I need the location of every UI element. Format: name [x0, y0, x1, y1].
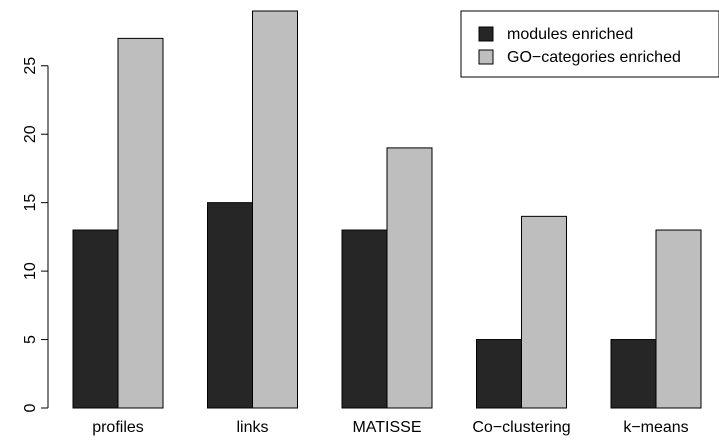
bar — [476, 339, 522, 409]
category-label: Co−clustering — [472, 419, 570, 436]
bar — [386, 147, 433, 409]
y-tick-label: 25 — [22, 57, 39, 75]
y-tick-label: 15 — [22, 194, 39, 212]
legend-swatch — [478, 49, 494, 65]
y-tick-label: 20 — [22, 125, 39, 143]
category-label: links — [236, 419, 268, 436]
bar — [72, 229, 119, 409]
legend-box — [460, 10, 719, 78]
bar — [341, 229, 388, 409]
category-label: k−means — [623, 419, 688, 436]
bar — [610, 339, 657, 409]
bar — [117, 37, 164, 409]
bar — [252, 10, 298, 409]
legend-label: modules enriched — [507, 26, 633, 43]
legend-label: GO−categories enriched — [507, 49, 681, 66]
y-tick-label: 5 — [22, 335, 39, 344]
category-label: MATISSE — [352, 419, 421, 436]
bar — [655, 229, 702, 409]
legend-swatch — [478, 26, 494, 42]
y-tick-label: 0 — [22, 403, 39, 412]
category-label: profiles — [92, 419, 144, 436]
y-tick-label: 10 — [22, 262, 39, 280]
bar — [207, 202, 253, 409]
bar — [521, 215, 567, 409]
